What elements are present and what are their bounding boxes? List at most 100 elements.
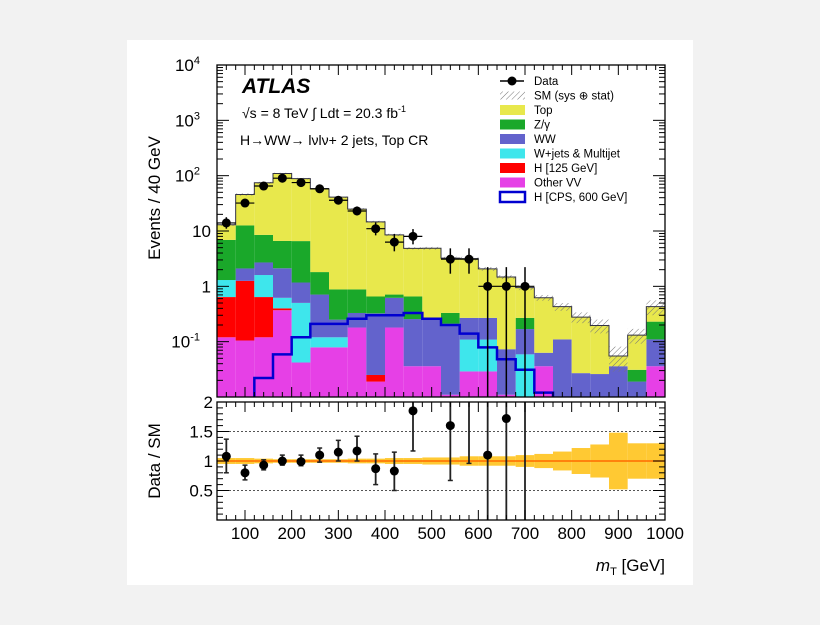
- bar-top: [254, 182, 273, 235]
- bar-ww: [590, 374, 609, 397]
- data-point: [221, 218, 231, 228]
- legend-swatch: [500, 163, 525, 173]
- bar-z: [385, 294, 404, 298]
- x-tick-label: 1000: [646, 524, 684, 543]
- bar-vv: [422, 366, 441, 397]
- legend: Data SM (sys ⊕ stat) Top Z/γ WW W+jets & Mult…: [498, 76, 627, 204]
- bar-vv: [329, 347, 348, 397]
- ratio-y-tick-label: 1.5: [189, 423, 213, 442]
- x-tick-label: 100: [231, 524, 259, 543]
- bar-vv: [235, 340, 255, 397]
- bar-top: [553, 306, 572, 340]
- bar-ww: [403, 319, 423, 367]
- bar-h125: [217, 297, 236, 338]
- bar-ww: [646, 339, 665, 367]
- data-point: [464, 254, 474, 264]
- bar-top: [534, 297, 553, 353]
- bar-ww: [329, 319, 348, 338]
- x-tick-label: 500: [417, 524, 445, 543]
- bar-z: [291, 241, 311, 283]
- bar-h125: [254, 297, 273, 338]
- bar-vv: [347, 327, 367, 397]
- ratio-point: [277, 456, 287, 466]
- bar-h125: [273, 308, 292, 311]
- legend-entry: Other VV: [500, 177, 582, 190]
- bar-wjets: [254, 275, 273, 298]
- legend-label: Z/γ: [534, 120, 550, 132]
- bar-top: [235, 194, 255, 226]
- bar-z: [310, 272, 329, 295]
- bar-z: [329, 289, 348, 320]
- bar-vv: [646, 366, 665, 397]
- x-tick-label: 900: [604, 524, 632, 543]
- legend-swatch: [500, 148, 525, 159]
- bar-ww: [627, 381, 647, 397]
- y-axis-label: Events / 40 GeV: [145, 135, 164, 259]
- y-tick-label: 1: [202, 277, 211, 296]
- sm-uncertainty-hatch: [609, 346, 628, 372]
- bar-top: [291, 178, 311, 242]
- bar-vv: [459, 371, 479, 397]
- ratio-y-tick-label: 2: [204, 393, 213, 412]
- sm-uncertainty-hatch: [571, 312, 591, 324]
- bar-z: [441, 312, 460, 324]
- legend-label: H [CPS, 600 GeV]: [534, 192, 627, 204]
- ratio-y-axis-label: Data / SM: [145, 423, 164, 499]
- legend-label: WW: [534, 134, 556, 146]
- legend-entry: Data: [500, 76, 559, 88]
- x-tick-label: 400: [371, 524, 399, 543]
- ratio-point: [221, 451, 231, 461]
- bar-z: [366, 296, 385, 314]
- legend-entry: SM (sys ⊕ stat): [500, 91, 614, 103]
- bar-z: [646, 321, 665, 340]
- x-tick-label: 700: [511, 524, 539, 543]
- y-tick-label: 10-1: [171, 332, 200, 352]
- ratio-point: [483, 450, 493, 460]
- legend-label: SM (sys ⊕ stat): [534, 91, 614, 103]
- y-tick-label: 102: [175, 166, 200, 186]
- ratio-point: [408, 406, 418, 416]
- bar-ww: [366, 313, 385, 375]
- energy-lumi-label: √s = 8 TeV ∫ Ldt = 20.3 fb-1: [242, 104, 406, 121]
- bar-top: [441, 258, 460, 313]
- bar-ww: [441, 323, 460, 395]
- data-point: [333, 195, 343, 205]
- bar-top: [385, 234, 404, 295]
- bar-top: [273, 173, 292, 241]
- legend-label: H [125 GeV]: [534, 163, 597, 175]
- data-point: [277, 173, 287, 183]
- x-tick-label: 300: [324, 524, 352, 543]
- bar-top: [329, 197, 348, 290]
- bar-ww: [609, 366, 628, 397]
- data-point: [501, 281, 511, 291]
- y-tick-label: 103: [175, 110, 200, 130]
- sm-uncertainty-hatch: [590, 319, 609, 334]
- bar-h125: [366, 374, 385, 382]
- legend-label: Data: [534, 76, 559, 88]
- bar-ww: [534, 352, 553, 367]
- y-tick-label: 10: [192, 222, 211, 241]
- legend-label: Top: [534, 105, 553, 117]
- legend-data-marker: [507, 76, 517, 86]
- sm-uncertainty-hatch: [646, 300, 665, 316]
- data-point: [296, 178, 306, 188]
- legend-swatch: [500, 177, 525, 188]
- ratio-point: [445, 421, 455, 431]
- ratio-panel: 2 1.5 1 0.5 100 200 300 400 500 600 700 800 900 1000: [189, 393, 684, 543]
- bar-ww: [291, 282, 311, 303]
- bar-ww: [235, 268, 255, 281]
- bar-vv: [217, 337, 236, 397]
- ratio-point: [333, 447, 343, 457]
- bar-vv: [254, 337, 273, 397]
- bar-top: [347, 209, 367, 290]
- legend-entry: W+jets & Multijet: [500, 148, 621, 161]
- legend-entry: WW: [500, 134, 556, 146]
- bar-ww: [310, 294, 329, 338]
- bar-ww: [553, 339, 572, 397]
- legend-entry: H [CPS, 600 GeV]: [498, 190, 627, 204]
- bar-h125: [235, 280, 255, 341]
- bar-ww: [571, 373, 591, 397]
- bar-z: [403, 296, 423, 320]
